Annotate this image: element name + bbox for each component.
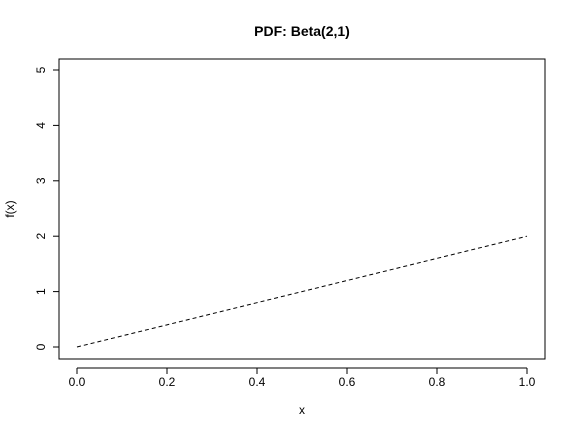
x-tick-label: 0.8 — [429, 375, 446, 389]
x-tick-label: 0.4 — [249, 375, 266, 389]
y-tick-label: 0 — [34, 343, 48, 350]
x-tick-label: 0.0 — [69, 375, 86, 389]
x-axis: 0.0 0.2 0.4 0.6 0.8 1.0 — [69, 367, 536, 389]
x-tick-label: 0.2 — [159, 375, 176, 389]
plot-frame — [58, 58, 546, 360]
y-axis: 0 1 2 3 4 5 — [34, 66, 60, 350]
y-tick-label: 2 — [34, 233, 48, 240]
y-axis-label: f(x) — [3, 200, 17, 217]
x-tick-label: 1.0 — [519, 375, 536, 389]
y-tick-label: 4 — [34, 122, 48, 129]
x-axis-label: x — [299, 403, 305, 417]
y-tick-label: 1 — [34, 288, 48, 295]
series-line — [76, 235, 528, 348]
y-tick-label: 3 — [34, 177, 48, 184]
y-tick-label: 5 — [34, 66, 48, 73]
chart-title: PDF: Beta(2,1) — [254, 23, 350, 39]
series-layer — [76, 235, 528, 348]
x-tick-label: 0.6 — [339, 375, 356, 389]
